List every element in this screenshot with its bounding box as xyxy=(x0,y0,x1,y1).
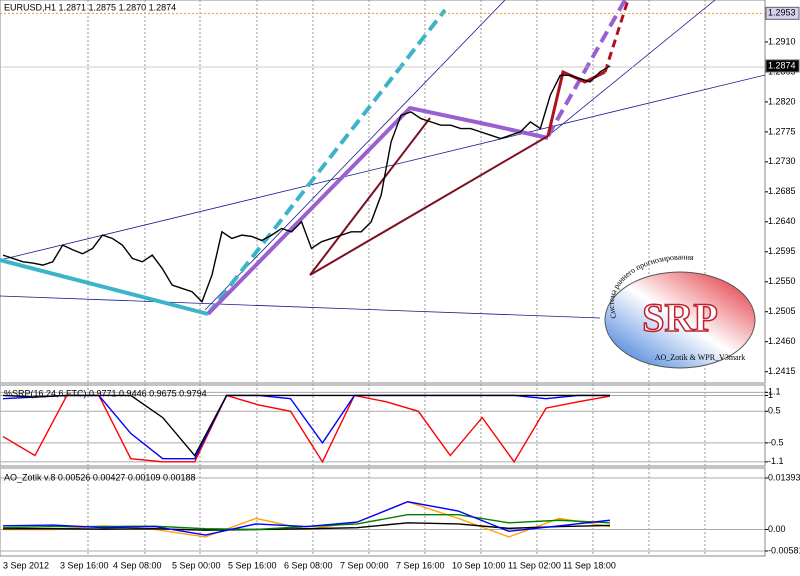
x-tick-label: 7 Sep 16:00 xyxy=(396,560,445,570)
y-tick-label: 0.01393 xyxy=(768,472,800,482)
price-line xyxy=(2,501,611,536)
x-tick-label: 10 Sep 10:00 xyxy=(452,560,506,570)
x-tick-label: 3 Sep 16:00 xyxy=(60,560,109,570)
y-tick-label: 1.2640 xyxy=(768,216,796,226)
y-tick-label: 1.2415 xyxy=(768,366,796,376)
x-tick-label: 7 Sep 00:00 xyxy=(340,560,389,570)
x-tick-label: 5 Sep 16:00 xyxy=(228,560,277,570)
y-tick-label: 1.2505 xyxy=(768,306,796,316)
y-tick-label: 1.2910 xyxy=(768,36,796,46)
price-label: 1.2953 xyxy=(768,8,796,18)
price-line xyxy=(3,522,611,531)
y-tick-label: 1.1 xyxy=(768,387,781,397)
x-tick-label: 5 Sep 00:00 xyxy=(172,560,221,570)
x-tick-label: 11 Sep 02:00 xyxy=(508,560,561,570)
logo-bottom-text: AO_Zotik & WPR_V3mark xyxy=(655,353,746,362)
x-tick-label: 3 Sep 2012 xyxy=(3,560,49,570)
y-tick-label: 1.2730 xyxy=(768,156,796,166)
panel-title: EURUSD,H1 1.2871 1.2875 1.2870 1.2874 xyxy=(4,2,176,12)
y-tick-label: 1.2685 xyxy=(768,186,796,196)
x-tick-label: 11 Sep 18:00 xyxy=(563,560,616,570)
y-tick-label: -0.5 xyxy=(768,437,784,447)
price-line xyxy=(2,394,611,464)
logo-letters: SRP xyxy=(642,295,718,340)
price-line xyxy=(2,65,611,304)
y-tick-label: 1.2775 xyxy=(768,126,796,136)
price-label: 1.2874 xyxy=(768,60,796,70)
panel-title: %SRP(16,24,6,FTC) 0.9771 0.9446 0.9675 0… xyxy=(4,388,207,398)
panel-title: AO_Zotik v.8 0.00526 0.00427 0.00109 0.0… xyxy=(4,472,195,482)
y-tick-label: 1.2820 xyxy=(768,96,796,106)
price-label-box xyxy=(765,59,800,73)
y-tick-label: 0.5 xyxy=(768,406,781,416)
x-tick-label: 6 Sep 08:00 xyxy=(284,560,333,570)
price-label-box xyxy=(765,6,800,20)
y-tick-label: -1.1 xyxy=(768,456,784,466)
y-tick-label: -0.00581 xyxy=(768,545,800,555)
y-tick-label: 1.2550 xyxy=(768,276,796,286)
y-tick-label: 1 xyxy=(768,390,773,400)
x-tick-label: 4 Sep 08:00 xyxy=(113,560,162,570)
price-line xyxy=(2,394,610,457)
price-line xyxy=(3,501,611,538)
y-tick-label: 1.2460 xyxy=(768,336,796,346)
y-tick-label: 0.00 xyxy=(768,524,786,534)
vertical-grid xyxy=(87,0,706,556)
logo: SRP Система раннего прогнозирования AO_Z… xyxy=(604,252,756,369)
trend-lines xyxy=(0,0,766,319)
y-tick-label: 1.2595 xyxy=(768,246,796,256)
